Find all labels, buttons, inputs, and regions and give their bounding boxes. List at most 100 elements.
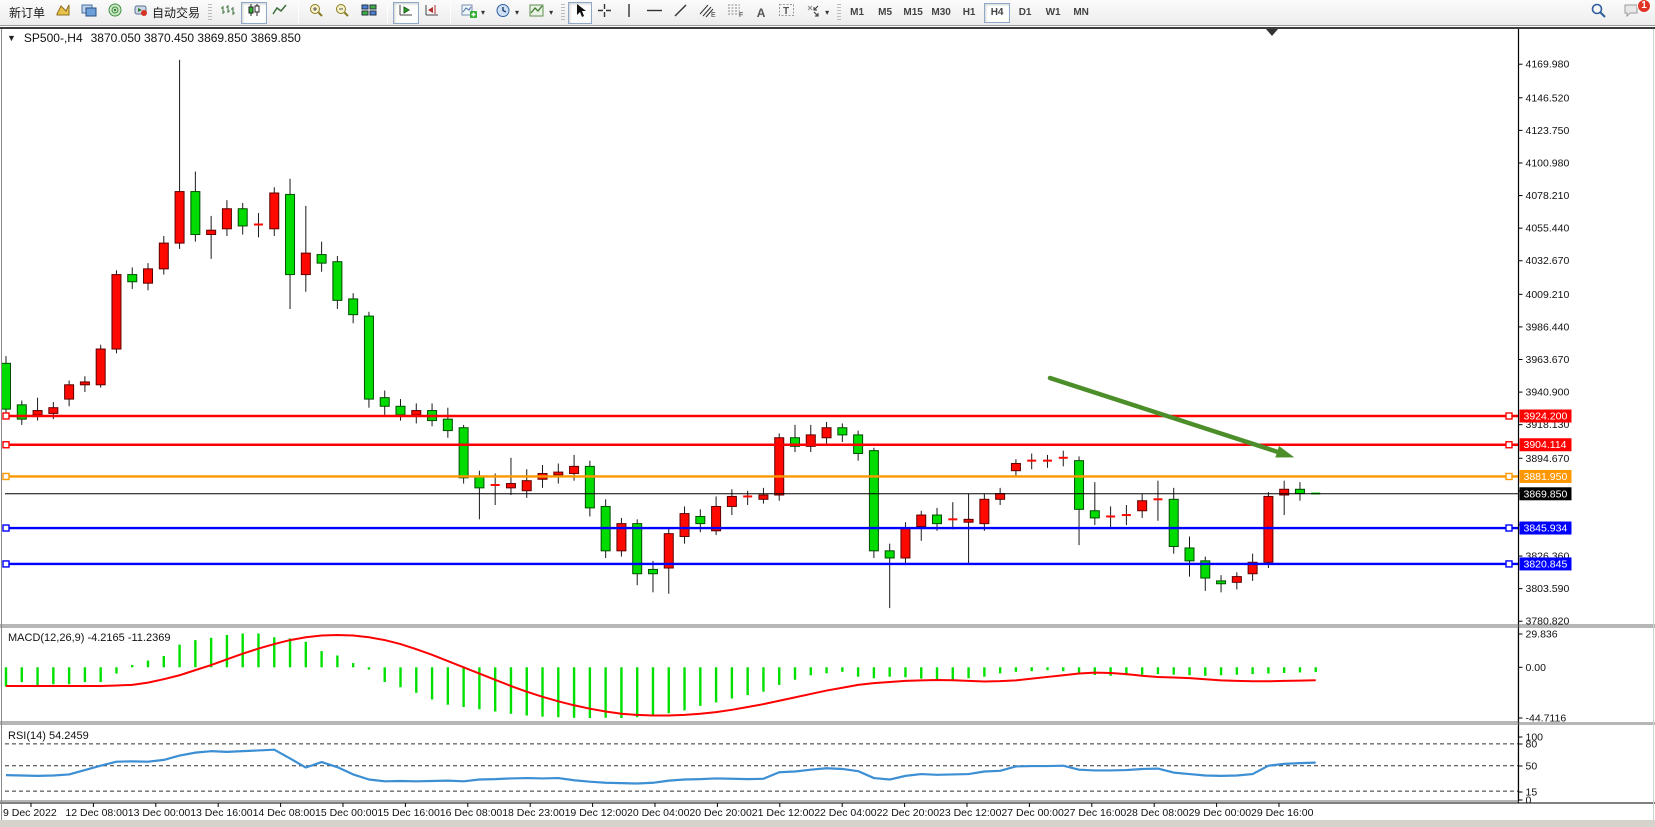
timeframe-button-m30[interactable]: M30 [931,7,951,18]
trend-arrow[interactable] [1047,375,1295,458]
candle-body [979,498,990,525]
price-axis-label: 4055.440 [1526,223,1570,235]
periods-button[interactable]: ▾ [490,2,524,24]
zoom-in-button[interactable] [304,2,330,24]
hline-handle[interactable] [1505,412,1513,420]
fibonacci-tool-button[interactable]: F [721,2,749,24]
timeframe-button-h1[interactable]: H1 [962,7,976,18]
auto-trading-button[interactable]: 自动交易 [128,2,205,24]
market-watch-button[interactable] [102,2,128,24]
channel-tool-button[interactable]: E [693,2,721,24]
candle-body [1184,547,1195,562]
candle-body [379,397,390,407]
candle-body [221,208,232,230]
search-button[interactable] [1585,2,1612,24]
price-axis-label: 4009.210 [1526,289,1570,301]
profiles-icon [81,3,97,22]
line-chart-mode-button[interactable] [267,2,293,24]
hline-handle[interactable] [2,560,10,568]
candle-chart-mode-button[interactable] [241,1,268,24]
timeframe-button-mn[interactable]: MN [1073,7,1089,18]
clock-icon [495,3,511,23]
candle-body [1168,498,1179,548]
bar-chart-icon [220,3,236,22]
candle-body [316,254,327,264]
search-icon [1590,2,1607,23]
templates-button[interactable]: ▾ [524,2,558,24]
zoom-out-button[interactable] [330,2,356,24]
price-badge [1519,409,1572,423]
time-axis-label: 12 Dec 08:00 [65,807,128,819]
candle-body [821,427,832,439]
arrows-tool-button[interactable]: ▾ [800,2,834,24]
timeframe-button-h4[interactable]: H4 [984,2,1011,23]
rsi-axis-label: 0 [1526,795,1532,807]
auto-scroll-button[interactable] [393,1,420,24]
candle-body [632,523,643,575]
chart-shift-marker[interactable] [1266,29,1278,36]
text-label-tool-button[interactable]: T [773,2,800,24]
chart-menu-dropdown-icon[interactable]: ▼ [7,33,16,43]
new-order-button[interactable]: 新订单 [4,2,50,24]
macd-label: MACD(12,26,9) -4.2165 -11.2369 [8,632,170,644]
toolbar-grip [561,3,566,22]
candle-body [774,437,785,496]
rsi-label: RSI(14) 54.2459 [8,730,89,742]
time-axis[interactable]: 9 Dec 2022 12 Dec 08:00 13 Dec 00:00 13 Dec… [0,802,1655,819]
hline-layer[interactable] [2,412,1519,568]
tile-windows-icon [361,3,377,22]
candle-body [143,268,154,284]
timeframe-button-m1[interactable]: M1 [850,7,865,18]
price-axis-label: 3894.670 [1526,453,1570,465]
time-axis-label: 21 Dec 12:00 [752,807,815,819]
zoom-out-icon [335,3,351,23]
text-label-icon: T [778,2,795,23]
trendline-tool-button[interactable] [668,2,693,24]
line-chart-icon [272,3,288,22]
chart-shift-button[interactable] [419,2,445,24]
candle-body [505,483,516,489]
candle-body [348,298,359,316]
hline-handle[interactable] [1505,441,1513,449]
hline-handle[interactable] [1505,472,1513,481]
candle-body [521,480,532,492]
tile-windows-button[interactable] [356,2,382,24]
auto-trading-icon [133,3,149,22]
candle-body [569,465,580,475]
crosshair-tool-button[interactable] [592,2,617,24]
time-axis-label: 14 Dec 08:00 [253,807,316,819]
auto-trading-label: 自动交易 [152,6,201,20]
hline-handle[interactable] [1505,524,1513,532]
price-badge-label: 3845.934 [1524,523,1568,535]
cursor-tool-button[interactable] [568,1,593,24]
profiles-button[interactable] [76,2,102,24]
timeframe-button-m5[interactable]: M5 [878,7,893,18]
hline-handle[interactable] [1505,560,1513,568]
timeframe-button-m15[interactable]: M15 [903,7,923,18]
indicators-button[interactable]: ▾ [456,2,490,24]
hline-handle[interactable] [2,472,10,481]
new-chart-button[interactable] [50,2,76,24]
price-badge [1519,521,1572,535]
candle-body [963,518,974,523]
candle-body [363,315,374,400]
text-tool-button[interactable]: A [749,2,773,24]
candle-body [79,381,90,386]
hline-handle[interactable] [2,412,10,420]
vertical-line-tool-button[interactable] [617,2,641,24]
chart-shift-icon [424,3,440,22]
hline-handle[interactable] [2,524,10,532]
new-chart-icon [55,3,71,22]
price-badge [1519,557,1572,571]
timeframe-button-w1[interactable]: W1 [1045,7,1061,18]
price-axis-label: 4100.980 [1526,157,1570,169]
hline-handle[interactable] [2,441,10,449]
notifications-button[interactable]: 1 [1618,0,1651,24]
bar-chart-mode-button[interactable] [215,2,241,24]
horizontal-line-tool-button[interactable] [641,2,668,24]
macd-axis-label: 29.836 [1526,629,1558,641]
rsi-axis-label: 15 [1526,787,1538,799]
timeframe-button-d1[interactable]: D1 [1018,7,1032,18]
